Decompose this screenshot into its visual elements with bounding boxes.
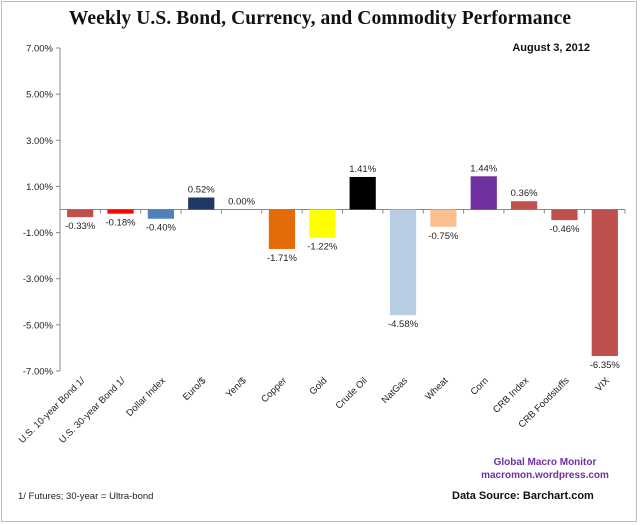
x-category-label: U.S. 30-year Bond 1/: [57, 375, 128, 446]
x-category-label: Gold: [307, 375, 329, 397]
bar-u-s-30-year-bond-1: [107, 209, 134, 214]
y-tick-label: 7.00%: [26, 44, 53, 55]
data-label: -0.75%: [428, 231, 459, 242]
chart-date: August 3, 2012: [512, 42, 590, 54]
data-label: -1.22%: [307, 242, 338, 253]
bar-crb-index: [510, 201, 538, 210]
bar-natgas: [389, 209, 417, 316]
bar-euro: [188, 197, 215, 210]
x-category-label: Yen/$: [224, 375, 249, 400]
data-label: -1.71%: [267, 253, 298, 264]
x-category-label: VIX: [593, 375, 612, 394]
y-tick-label: 1.00%: [26, 182, 53, 193]
x-category-label: NatGas: [380, 375, 411, 406]
data-label: -0.33%: [65, 221, 96, 232]
watermark-name: Global Macro Monitor: [493, 457, 597, 468]
x-category-label: U.S. 10-year Bond 1/: [17, 375, 88, 446]
y-tick-label: -5.00%: [23, 320, 54, 331]
data-label: 1.41%: [349, 164, 376, 175]
watermark-url: macromon.wordpress.com: [481, 470, 609, 481]
footnote: 1/ Futures; 30-year = Ultra-bond: [18, 491, 154, 502]
bar-crude-oil: [349, 176, 376, 210]
x-category-label: Dollar Index: [124, 375, 168, 419]
y-tick-label: 5.00%: [26, 90, 53, 101]
data-label: -0.18%: [105, 218, 136, 229]
y-tick-label: 3.00%: [26, 136, 53, 147]
watermark: Global Macro Monitor macromon.wordpress.…: [470, 456, 620, 482]
x-category-label: Copper: [259, 375, 289, 405]
data-label: 0.52%: [188, 185, 215, 196]
bar-copper: [268, 209, 296, 249]
x-category-label: Crude Oil: [334, 375, 370, 411]
x-category-label: CRB Index: [491, 375, 531, 415]
y-tick-label: -7.00%: [23, 367, 54, 378]
data-source: Data Source: Barchart.com: [452, 490, 594, 502]
data-label: 1.44%: [470, 163, 497, 174]
bar-gold: [309, 209, 336, 238]
bar-u-s-10-year-bond-1: [67, 209, 94, 218]
data-label: 0.00%: [228, 197, 255, 208]
data-label: -0.46%: [549, 224, 580, 235]
x-category-label: Corn: [469, 375, 491, 397]
x-category-label: Wheat: [423, 375, 450, 402]
bar-crb-foodstuffs: [551, 209, 578, 221]
y-tick-label: -3.00%: [23, 274, 54, 285]
bar-corn: [470, 176, 497, 210]
data-label: -6.35%: [590, 360, 621, 371]
data-label: 0.36%: [511, 188, 538, 199]
x-category-label: Euro/$: [181, 375, 209, 403]
bar-vix: [591, 209, 618, 357]
chart-title: Weekly U.S. Bond, Currency, and Commodit…: [68, 8, 572, 29]
bar-wheat: [430, 209, 457, 227]
data-label: -4.58%: [388, 319, 419, 330]
bar-dollar-index: [147, 209, 175, 219]
data-label: -0.40%: [146, 223, 177, 234]
y-tick-label: -1.00%: [23, 228, 54, 239]
